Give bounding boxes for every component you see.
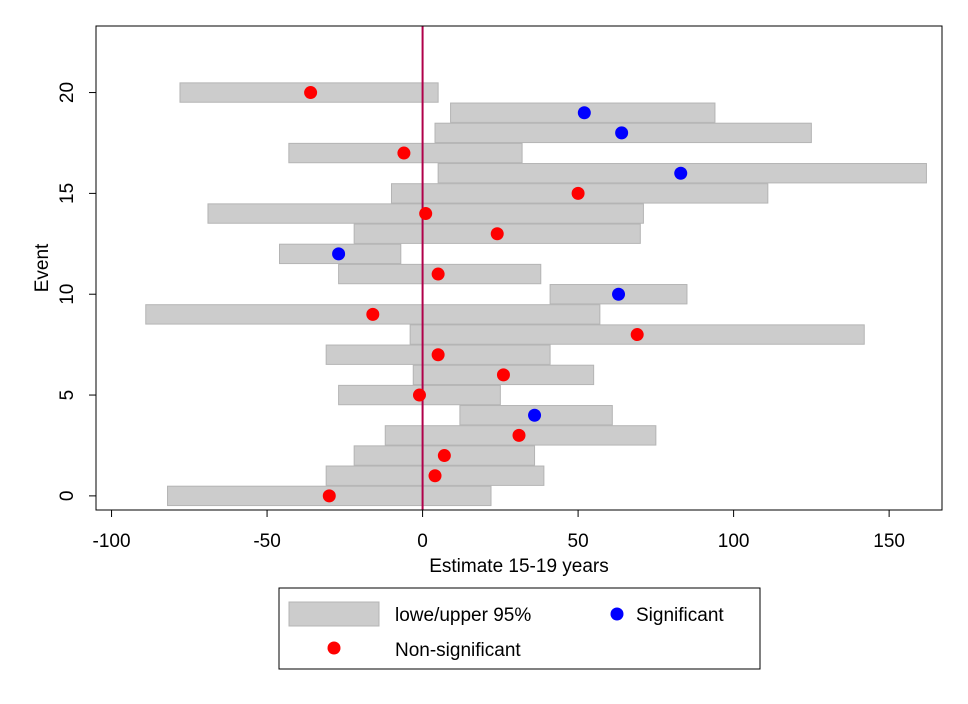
y-tick-label-20: 20 bbox=[57, 82, 78, 103]
legend-non-significant-swatch bbox=[327, 641, 341, 655]
non-significant-point-event-14 bbox=[419, 207, 433, 221]
non-significant-point-event-13 bbox=[490, 227, 504, 241]
y-tick-label-0: 0 bbox=[57, 491, 78, 502]
non-significant-point-event-11 bbox=[431, 267, 445, 281]
legend-ci-swatch bbox=[288, 601, 380, 627]
legend-significant-label: Significant bbox=[636, 605, 724, 626]
y-tick-label-15: 15 bbox=[57, 183, 78, 204]
non-significant-point-event-7 bbox=[431, 348, 445, 362]
non-significant-point-event-17 bbox=[397, 146, 411, 160]
x-axis: -100 -50 0 50 100 150 bbox=[93, 510, 905, 552]
legend-ci-label: lowe/upper 95% bbox=[395, 605, 531, 626]
non-significant-point-event-0 bbox=[322, 489, 336, 503]
x-tick-label--50: -50 bbox=[253, 531, 280, 552]
significant-point-event-19 bbox=[577, 106, 591, 120]
non-significant-point-event-2 bbox=[437, 449, 451, 463]
non-significant-point-event-8 bbox=[630, 328, 644, 342]
legend-significant-swatch bbox=[610, 607, 624, 621]
x-tick-label-100: 100 bbox=[718, 531, 750, 552]
significant-point-event-12 bbox=[332, 247, 346, 261]
y-axis: 0 5 10 15 20 bbox=[57, 82, 96, 501]
x-axis-title: Estimate 15-19 years bbox=[429, 556, 609, 577]
x-tick-label-150: 150 bbox=[873, 531, 905, 552]
non-significant-point-event-6 bbox=[496, 368, 510, 382]
legend: lowe/upper 95% Significant Non-significa… bbox=[278, 587, 761, 670]
non-significant-point-event-20 bbox=[304, 86, 318, 100]
non-significant-point-event-3 bbox=[512, 428, 526, 442]
significant-point-event-16 bbox=[674, 166, 688, 180]
non-significant-point-event-9 bbox=[366, 307, 380, 321]
legend-non-significant-label: Non-significant bbox=[395, 640, 521, 661]
non-significant-point-event-15 bbox=[571, 186, 585, 200]
y-tick-label-10: 10 bbox=[57, 284, 78, 305]
plot-frame bbox=[95, 25, 943, 511]
y-axis-title: Event bbox=[32, 243, 53, 292]
significant-point-event-18 bbox=[615, 126, 629, 140]
non-significant-point-event-5 bbox=[412, 388, 426, 402]
x-tick-label-50: 50 bbox=[568, 531, 589, 552]
significant-point-event-4 bbox=[528, 408, 542, 422]
x-tick-label--100: -100 bbox=[93, 531, 131, 552]
non-significant-point-event-1 bbox=[428, 469, 442, 483]
significant-point-event-10 bbox=[612, 287, 626, 301]
x-tick-label-0: 0 bbox=[417, 531, 428, 552]
y-tick-label-5: 5 bbox=[57, 390, 78, 401]
estimate-points bbox=[304, 86, 688, 503]
